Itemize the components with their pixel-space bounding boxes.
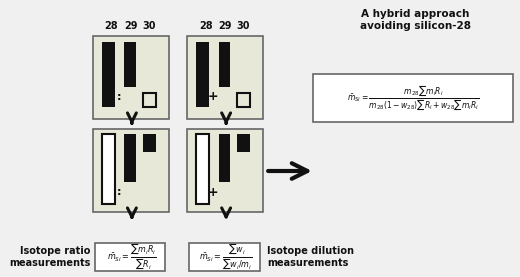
Text: +: +	[208, 91, 218, 104]
Text: +: +	[208, 186, 218, 199]
Text: 29: 29	[218, 21, 232, 31]
Bar	[143, 93, 156, 107]
Text: Isotope dilution
measurements: Isotope dilution measurements	[267, 246, 354, 268]
Text: $\bar{m}_{Si} = \dfrac{\sum w_i}{\sum w_i/m_i}$: $\bar{m}_{Si} = \dfrac{\sum w_i}{\sum w_…	[200, 243, 253, 271]
Bar	[196, 134, 210, 204]
Text: $\bar{m}_{Si} = \dfrac{m_{28}\sum m_i R_i}{m_{28}(1-w_{28})\sum R_i + w_{28}\sum: $\bar{m}_{Si} = \dfrac{m_{28}\sum m_i R_…	[346, 84, 479, 112]
Text: $\bar{m}_{Si} = \dfrac{\sum m_i R_i}{\sum R_i}$: $\bar{m}_{Si} = \dfrac{\sum m_i R_i}{\su…	[107, 243, 157, 271]
Bar	[93, 36, 169, 119]
Bar	[102, 42, 115, 107]
Text: A hybrid approach
avoiding silicon-28: A hybrid approach avoiding silicon-28	[360, 9, 471, 30]
Bar	[219, 134, 230, 182]
Bar	[95, 243, 165, 271]
Text: :: :	[116, 92, 121, 102]
Bar	[187, 36, 264, 119]
Text: Isotope ratio
measurements: Isotope ratio measurements	[9, 246, 91, 268]
Bar	[237, 93, 251, 107]
Bar	[143, 134, 156, 152]
Text: 28: 28	[105, 21, 118, 31]
Text: 28: 28	[199, 21, 212, 31]
Bar	[187, 129, 264, 212]
Bar	[124, 134, 136, 182]
Bar	[313, 74, 513, 122]
Bar	[237, 134, 251, 152]
Bar	[189, 243, 259, 271]
Bar	[196, 42, 210, 107]
Text: :: :	[116, 187, 121, 197]
Bar	[219, 42, 230, 87]
Bar	[93, 129, 169, 212]
Text: 29: 29	[124, 21, 138, 31]
Text: 30: 30	[142, 21, 155, 31]
Text: 30: 30	[236, 21, 250, 31]
Bar	[124, 42, 136, 87]
Bar	[102, 134, 115, 204]
